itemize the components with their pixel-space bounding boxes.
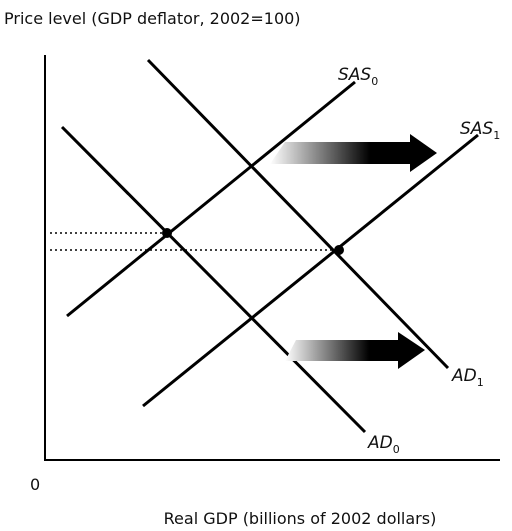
equilibrium-point [334, 245, 344, 255]
curve-label: AD0 [367, 433, 400, 456]
equilibrium-point [162, 228, 172, 238]
curve-label: SAS0 [338, 65, 378, 88]
ad1-curve [146, 58, 450, 370]
curve-label: SAS1 [460, 119, 500, 142]
y-axis-label: Price level (GDP deflator, 2002=100) [4, 9, 301, 28]
shift-arrow [270, 134, 437, 172]
ad0-curve [60, 125, 367, 434]
x-axis-label: Real GDP (billions of 2002 dollars) [164, 509, 437, 528]
shift-arrow [285, 332, 425, 369]
origin-label: 0 [30, 475, 40, 494]
sas1-curve [142, 133, 479, 408]
curve-label: AD1 [451, 366, 484, 389]
sas0-curve [66, 80, 356, 318]
